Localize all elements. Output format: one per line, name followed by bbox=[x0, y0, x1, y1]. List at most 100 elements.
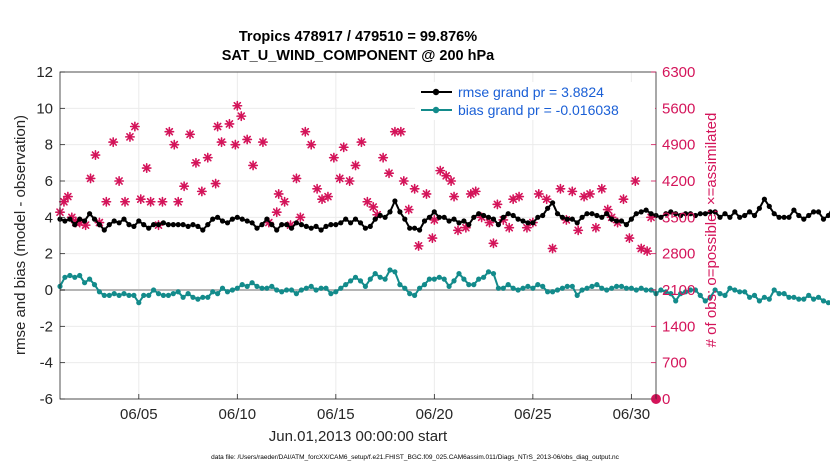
legend-box bbox=[415, 82, 655, 120]
obs-count-marker bbox=[273, 188, 284, 199]
rmse-point bbox=[569, 216, 575, 222]
bias-point bbox=[609, 285, 615, 291]
bias-point bbox=[564, 283, 570, 289]
rmse-point bbox=[387, 209, 393, 215]
bias-point bbox=[131, 292, 137, 298]
rmse-point bbox=[417, 227, 423, 233]
bias-point bbox=[525, 283, 531, 289]
obs-marker-stroke bbox=[548, 244, 557, 253]
right-y-tick-label: 700 bbox=[662, 355, 687, 372]
bias-point bbox=[215, 291, 221, 297]
obs-count-marker bbox=[449, 191, 460, 202]
rmse-point bbox=[604, 211, 610, 217]
obs-count-marker bbox=[547, 243, 558, 254]
obs-count-marker bbox=[435, 165, 446, 176]
obs-count-marker bbox=[90, 150, 101, 161]
obs-marker-stroke bbox=[422, 190, 431, 198]
bias-point bbox=[806, 292, 812, 298]
bias-point bbox=[421, 282, 428, 288]
bias-point bbox=[643, 287, 649, 293]
obs-marker-stroke bbox=[211, 179, 220, 188]
bias-point bbox=[323, 285, 329, 291]
rmse-point bbox=[121, 216, 127, 222]
rmse-point bbox=[160, 220, 166, 226]
rmse-point bbox=[352, 216, 359, 222]
rmse-point bbox=[500, 214, 506, 220]
obs-count-marker bbox=[169, 139, 180, 150]
bias-point bbox=[397, 282, 403, 288]
bias-point bbox=[274, 287, 280, 293]
bias-point bbox=[293, 291, 299, 297]
bias-point bbox=[485, 269, 492, 275]
bias-point bbox=[461, 276, 467, 282]
obs-count-marker bbox=[389, 126, 400, 137]
obs-marker-stroke bbox=[586, 190, 594, 198]
obs-marker-stroke bbox=[385, 169, 393, 178]
bias-point bbox=[446, 283, 452, 289]
rmse-point bbox=[318, 227, 324, 233]
obs-count-marker bbox=[236, 111, 247, 122]
obs-marker-stroke bbox=[292, 174, 301, 183]
bias-point bbox=[180, 294, 186, 300]
bias-point bbox=[456, 271, 462, 277]
rmse-point bbox=[377, 212, 383, 219]
obs-marker-stroke bbox=[597, 184, 606, 193]
rmse-point bbox=[520, 218, 526, 224]
rmse-point bbox=[722, 211, 728, 217]
rmse-point bbox=[825, 212, 830, 219]
left-y-tick-label: -6 bbox=[40, 391, 53, 408]
rmse-point bbox=[505, 211, 511, 217]
bias-point bbox=[412, 292, 418, 298]
obs-count-marker bbox=[85, 173, 96, 184]
bias-point bbox=[234, 285, 240, 291]
rmse-point bbox=[599, 214, 605, 220]
obs-count-marker bbox=[398, 176, 409, 186]
rmse-point bbox=[111, 218, 117, 224]
bias-point bbox=[338, 285, 344, 291]
x-axis-label: Jun.01,2013 00:00:00 start bbox=[269, 428, 448, 445]
x-tick-label: 06/05 bbox=[120, 406, 158, 423]
bias-point bbox=[540, 283, 546, 289]
rmse-point bbox=[407, 225, 413, 231]
obs-marker-stroke bbox=[243, 135, 251, 144]
plot-frame bbox=[59, 71, 657, 400]
bias-point bbox=[431, 276, 437, 282]
bias-point bbox=[436, 274, 442, 280]
rmse-point bbox=[550, 200, 556, 206]
bias-point bbox=[348, 278, 354, 284]
bias-point bbox=[91, 282, 98, 288]
rmse-point bbox=[170, 222, 176, 228]
bias-point bbox=[658, 287, 664, 293]
obs-count-marker bbox=[368, 201, 379, 212]
left-y-axis-ticks: -6 -4 -2 0 2 4 6 8 10 12 bbox=[36, 64, 65, 408]
rmse-point bbox=[210, 216, 216, 222]
obs-marker-stroke bbox=[493, 200, 502, 209]
right-y-tick-label: 4200 bbox=[662, 173, 695, 190]
obs-count-marker bbox=[362, 196, 373, 207]
bias-point bbox=[269, 283, 275, 289]
obs-count-marker bbox=[124, 131, 135, 142]
bias-point bbox=[87, 276, 93, 282]
obs-count-marker bbox=[210, 178, 221, 189]
rmse-point bbox=[328, 222, 334, 228]
obs-marker-stroke bbox=[637, 244, 646, 253]
rmse-point bbox=[776, 214, 782, 220]
obs-count-marker bbox=[164, 126, 175, 137]
bias-point bbox=[279, 289, 285, 295]
rmse-point bbox=[574, 220, 580, 226]
obs-marker-stroke bbox=[574, 226, 582, 235]
rmse-point bbox=[343, 216, 349, 222]
rmse-point bbox=[687, 211, 694, 217]
rmse-point bbox=[106, 222, 112, 228]
rmse-point bbox=[91, 216, 98, 222]
bias-point bbox=[683, 289, 689, 295]
obs-count-marker bbox=[101, 196, 112, 207]
obs-marker-stroke bbox=[115, 177, 123, 185]
obs-count-marker bbox=[300, 126, 311, 137]
rmse-point bbox=[540, 212, 546, 219]
rmse-point bbox=[732, 209, 738, 215]
bias-point bbox=[604, 287, 610, 293]
bias-point bbox=[195, 296, 201, 302]
bias-point bbox=[82, 280, 88, 286]
right-y-tick-label: 5600 bbox=[662, 100, 695, 117]
